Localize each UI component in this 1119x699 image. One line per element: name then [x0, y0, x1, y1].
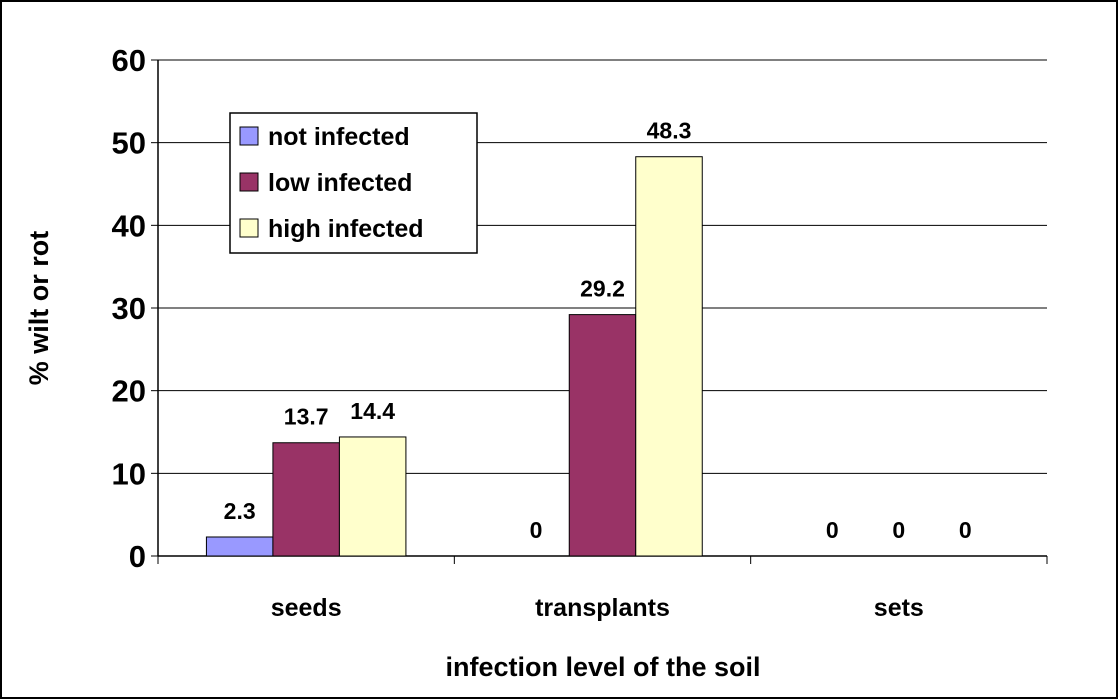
data-label: 2.3	[224, 498, 256, 524]
legend-swatch	[239, 218, 259, 238]
bar	[272, 442, 340, 557]
data-label: 0	[530, 517, 543, 543]
legend-swatch	[239, 126, 259, 146]
data-label: 29.2	[580, 276, 625, 302]
bar	[338, 436, 407, 557]
x-tick-label: transplants	[535, 594, 670, 622]
bar	[568, 314, 637, 557]
legend-box	[229, 112, 478, 254]
data-label: 48.3	[647, 118, 692, 144]
x-axis-label: infection level of the soil	[445, 652, 760, 682]
legend-swatch	[239, 172, 259, 192]
x-tick-label: sets	[874, 594, 924, 622]
x-tick-label: seeds	[271, 594, 342, 622]
bar	[635, 156, 703, 557]
data-label: 0	[959, 517, 972, 543]
y-axis-label: % wilt or rot	[24, 231, 54, 386]
y-tick-label: 30	[112, 291, 146, 326]
legend-label: not infected	[268, 123, 410, 151]
y-tick-label: 10	[112, 456, 146, 491]
y-tick-label: 40	[112, 208, 146, 243]
y-tick-label: 50	[112, 126, 146, 161]
y-tick-label: 20	[112, 374, 146, 409]
data-label: 13.7	[284, 404, 329, 430]
legend-label: high infected	[268, 215, 424, 243]
data-label: 0	[892, 517, 905, 543]
data-label: 14.4	[350, 398, 395, 424]
y-tick-label: 60	[112, 43, 146, 78]
legend-label: low infected	[268, 169, 412, 197]
y-tick-label: 0	[129, 539, 146, 574]
bar	[205, 536, 274, 557]
data-label: 0	[826, 517, 839, 543]
